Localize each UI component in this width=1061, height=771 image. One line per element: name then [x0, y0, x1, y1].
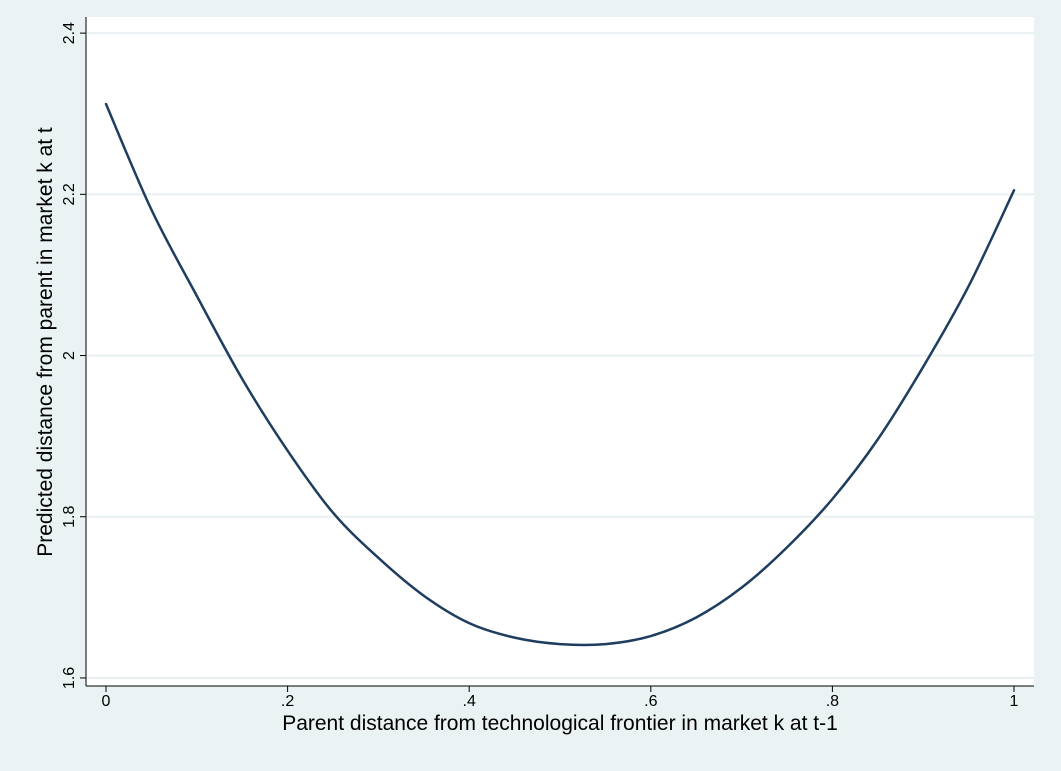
grid-lines	[87, 32, 1034, 679]
series-layer	[104, 102, 1016, 647]
x-axis-title: Parent distance from technological front…	[282, 712, 838, 735]
series-line-0	[104, 102, 1016, 647]
x-tick-label-5: 1	[1010, 693, 1019, 710]
tick-labels: 1.6 1.8 2 2.2 2.4 0 .2 .4 .6 .8 1	[61, 22, 1019, 710]
y-tick-label-2: 2	[61, 351, 78, 360]
x-tick-label-3: .6	[644, 693, 657, 710]
y-axis-title: Predicted distance from parent in market…	[34, 127, 57, 557]
x-tick-label-1: .2	[281, 693, 294, 710]
tick-marks	[80, 32, 1015, 692]
axes	[85, 17, 1034, 687]
y-tick-label-4: 2.4	[61, 22, 78, 44]
y-tick-label-1: 1.8	[61, 506, 78, 528]
x-tick-label-4: .8	[826, 693, 839, 710]
y-tick-label-0: 1.6	[61, 667, 78, 689]
plot-area	[86, 17, 1034, 686]
y-tick-label-3: 2.2	[61, 183, 78, 205]
x-tick-label-0: 0	[102, 693, 111, 710]
x-tick-label-2: .4	[463, 693, 476, 710]
